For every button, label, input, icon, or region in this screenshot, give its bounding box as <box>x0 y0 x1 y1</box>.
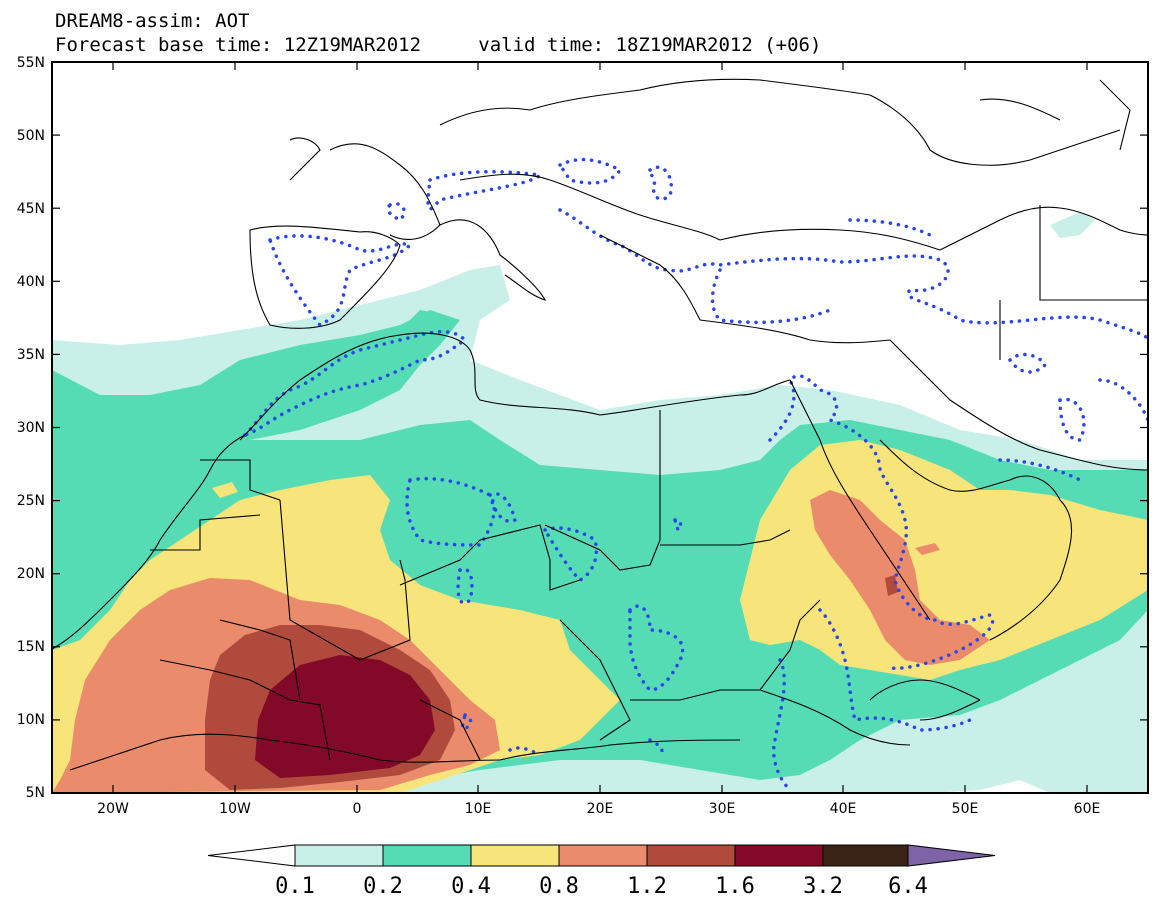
colorbar-swatch-6 <box>734 844 824 867</box>
lon-label-20w: 20W <box>97 801 129 817</box>
colorbar-label-6.4: 6.4 <box>888 874 928 899</box>
lon-label-20e: 20E <box>587 801 614 817</box>
lat-label-25n: 25N <box>17 493 45 509</box>
colorbar-label-1.6: 1.6 <box>715 874 755 899</box>
lat-label-30n: 30N <box>17 420 45 436</box>
aot-band-1.6 <box>255 655 435 778</box>
lon-label-30e: 30E <box>709 801 736 817</box>
lon-label-50e: 50E <box>952 801 979 817</box>
lat-label-5n: 5N <box>26 785 45 801</box>
map-title: DREAM8-assim: AOT <box>55 10 250 32</box>
aot-band-0.8-c <box>915 543 940 555</box>
aot-band-1.2-b <box>885 575 898 596</box>
colorbar-swatch-4 <box>558 844 648 867</box>
lat-ticks <box>52 61 1148 794</box>
lat-label-55n: 55N <box>17 55 45 71</box>
lon-label-10w: 10W <box>219 801 251 817</box>
time-info: Forecast base time: 12Z19MAR2012 valid t… <box>55 34 821 56</box>
lat-label-20n: 20N <box>17 566 45 582</box>
colorbar-label-0.2: 0.2 <box>363 874 403 899</box>
colorbar-swatch-5 <box>646 844 736 867</box>
lat-label-35n: 35N <box>17 347 45 363</box>
colorbar-label-0.8: 0.8 <box>539 874 579 899</box>
colorbar-arrow-high <box>907 844 996 867</box>
lon-label-60e: 60E <box>1074 801 1101 817</box>
aot-band-0.1-b <box>1050 212 1095 238</box>
colorbar-label-1.2: 1.2 <box>627 874 667 899</box>
coastlines-borders <box>52 78 1148 771</box>
colorbar-swatch-2 <box>382 844 472 867</box>
lon-ticks <box>112 62 1088 793</box>
colorbar-labels: 0.1 0.2 0.4 0.8 1.2 1.6 3.2 6.4 <box>275 874 928 899</box>
lon-label-10e: 10E <box>465 801 492 817</box>
aot-band-0.8-b <box>810 490 990 665</box>
lat-label-10n: 10N <box>17 712 45 728</box>
lat-label-15n: 15N <box>17 639 45 655</box>
colorbar-label-0.4: 0.4 <box>451 874 491 899</box>
colorbar-swatch-7 <box>822 844 909 867</box>
base-time: Forecast base time: 12Z19MAR2012 <box>55 34 422 56</box>
colorbar <box>207 844 996 867</box>
lon-label-40e: 40E <box>830 801 857 817</box>
lat-label-40n: 40N <box>17 274 45 290</box>
colorbar-label-3.2: 3.2 <box>803 874 843 899</box>
lon-labels: 20W 10W 0 10E 20E 30E 40E 50E 60E <box>97 801 1100 817</box>
lat-labels: 55N 50N 45N 40N 35N 30N 25N 20N 15N 10N … <box>17 55 45 801</box>
colorbar-swatch-1 <box>294 844 384 867</box>
aot-fields <box>52 78 1148 793</box>
lat-label-45n: 45N <box>17 201 45 217</box>
lon-label-0: 0 <box>353 801 362 817</box>
lat-label-50n: 50N <box>17 128 45 144</box>
colorbar-arrow-low <box>207 844 296 867</box>
aot-band-0.4-c <box>212 482 238 498</box>
valid-time: valid time: 18Z19MAR2012 (+06) <box>478 34 822 56</box>
colorbar-swatch-3 <box>470 844 560 867</box>
dotted-contours <box>243 157 1148 792</box>
colorbar-label-0.1: 0.1 <box>275 874 315 899</box>
